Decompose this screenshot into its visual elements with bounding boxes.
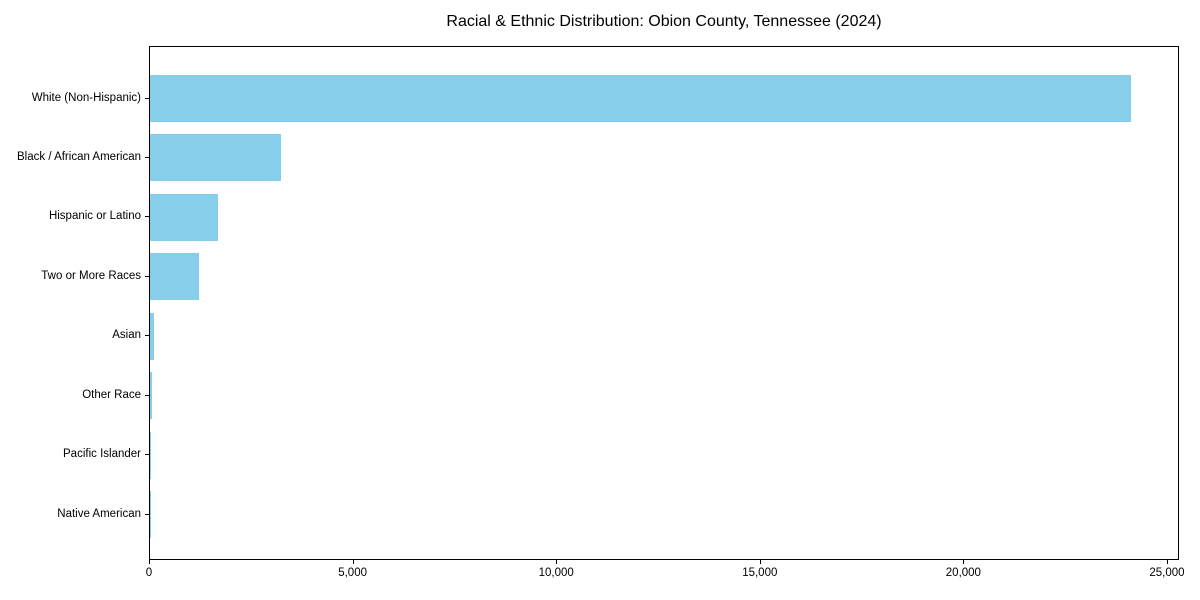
y-tick-label-native-american: Native American xyxy=(57,507,141,520)
bar-pacific-islander xyxy=(150,431,151,479)
y-tick-label-pacific-islander: Pacific Islander xyxy=(63,448,141,461)
x-tick-label-5000: 5,000 xyxy=(338,567,367,579)
x-tick-mark xyxy=(963,560,964,564)
y-tick-label-asian: Asian xyxy=(112,329,141,342)
y-tick-label-other-race: Other Race xyxy=(82,388,141,401)
y-tick-mark xyxy=(145,157,149,158)
bar-white-non-hispanic xyxy=(150,75,1131,122)
y-tick-mark xyxy=(145,514,149,515)
x-tick-label-0: 0 xyxy=(145,567,153,579)
bar-hispanic-or-latino xyxy=(150,193,218,241)
bar-two-or-more-races xyxy=(150,253,199,301)
bar-native-american xyxy=(150,491,151,538)
x-tick-label-20000: 20,000 xyxy=(945,567,981,579)
y-tick-mark xyxy=(145,335,149,336)
y-tick-label-white-non-hispanic: White (Non-Hispanic) xyxy=(31,91,141,104)
y-tick-mark xyxy=(145,454,149,455)
x-tick-label-25000: 25,000 xyxy=(1149,567,1185,579)
y-tick-mark xyxy=(145,276,149,277)
plot-area xyxy=(149,46,1179,560)
x-tick-label-10000: 10,000 xyxy=(538,567,574,579)
bar-other-race xyxy=(150,372,153,420)
x-tick-mark xyxy=(760,560,761,564)
chart-title: Racial & Ethnic Distribution: Obion Coun… xyxy=(446,13,882,30)
bar-black-african-american xyxy=(150,134,281,182)
y-tick-mark xyxy=(145,98,149,99)
x-tick-mark xyxy=(353,560,354,564)
x-tick-label-15000: 15,000 xyxy=(742,567,778,579)
x-tick-mark xyxy=(1167,560,1168,564)
y-tick-label-black-african-american: Black / African American xyxy=(17,150,141,163)
y-tick-label-hispanic-or-latino: Hispanic or Latino xyxy=(48,210,141,223)
bar-asian xyxy=(150,312,155,360)
x-tick-mark xyxy=(149,560,150,564)
x-tick-mark xyxy=(556,560,557,564)
y-tick-mark xyxy=(145,395,149,396)
y-tick-label-two-or-more-races: Two or More Races xyxy=(41,269,141,282)
y-tick-mark xyxy=(145,216,149,217)
